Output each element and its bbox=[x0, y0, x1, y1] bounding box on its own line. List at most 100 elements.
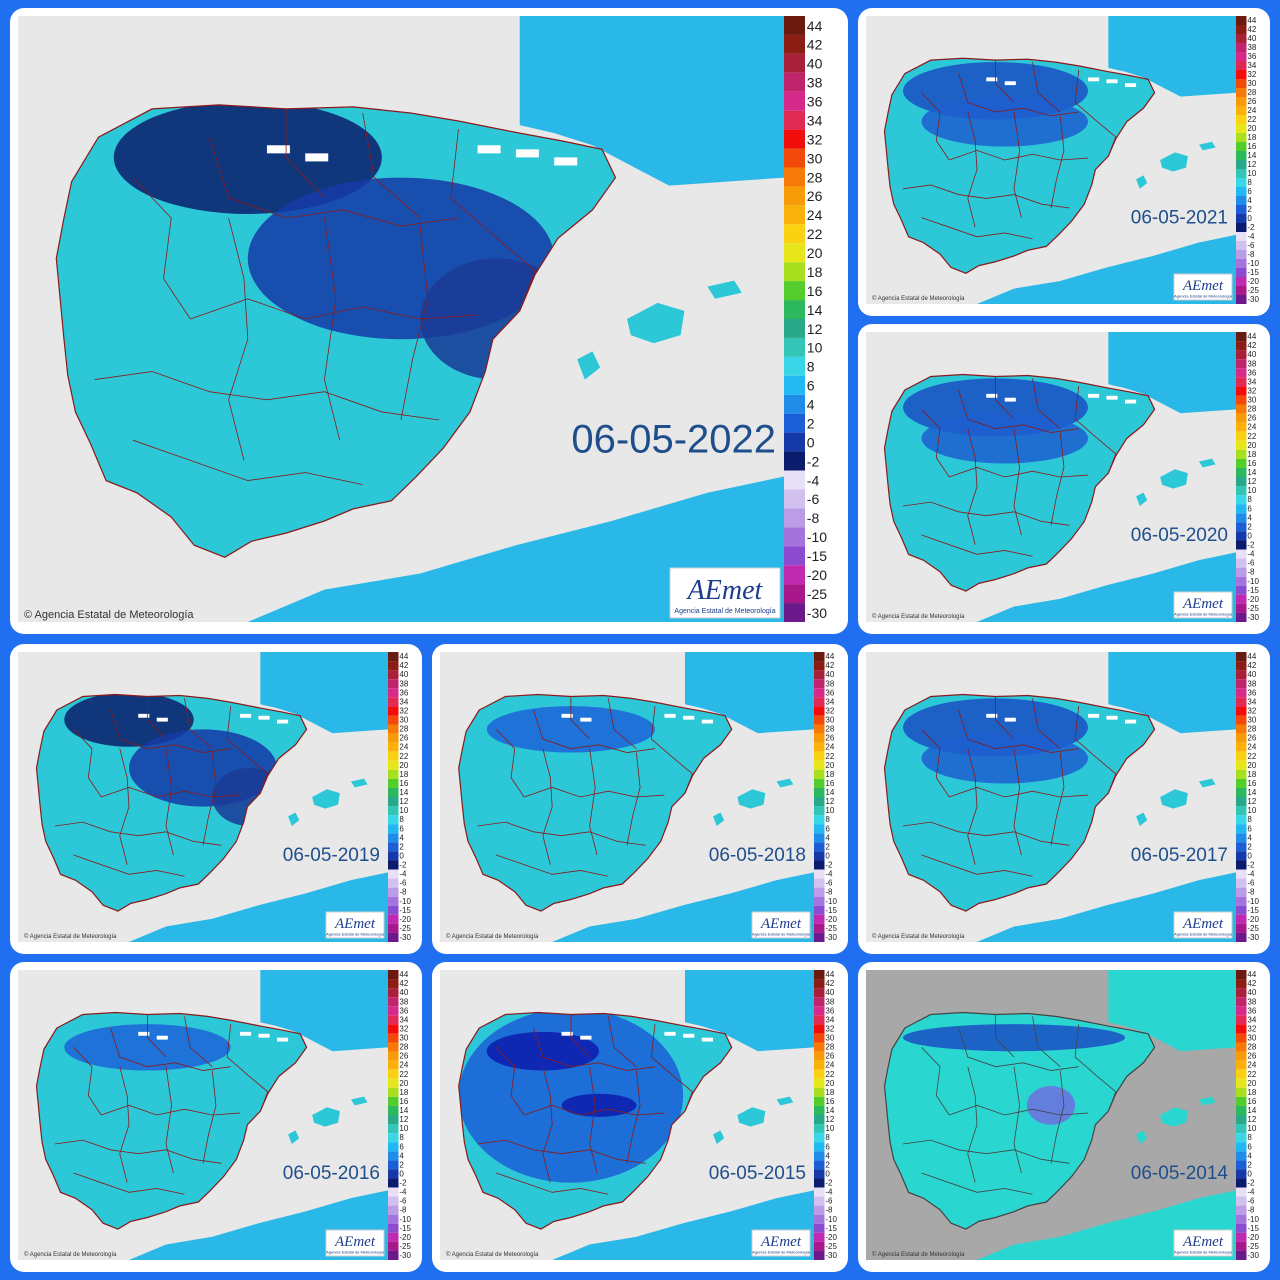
legend-swatch bbox=[1236, 1232, 1247, 1242]
province-border bbox=[73, 1047, 102, 1116]
legend-tick-label: 14 bbox=[807, 302, 823, 318]
map-svg: 4442403836343230282624222018161412108642… bbox=[866, 970, 1260, 1260]
legend-swatch bbox=[1236, 970, 1247, 980]
legend-swatch bbox=[784, 262, 805, 282]
map-date-label: 06-05-2015 bbox=[709, 1163, 806, 1184]
legend-swatch bbox=[1236, 522, 1247, 532]
logo-subtitle: Agencia Estatal de Meteorología bbox=[1174, 611, 1233, 616]
temperature-legend: 4442403836343230282624222018161412108642… bbox=[1236, 332, 1260, 622]
legend-swatch bbox=[1236, 268, 1247, 277]
province-border bbox=[495, 729, 525, 798]
legend-tick-label: 24 bbox=[1247, 1061, 1256, 1070]
africa-area bbox=[552, 872, 814, 942]
legend-tick-label: -8 bbox=[825, 1206, 833, 1215]
province-border bbox=[958, 1027, 1079, 1071]
legend-tick-label: -30 bbox=[1247, 933, 1259, 942]
province-border bbox=[202, 1070, 217, 1164]
legend-swatch bbox=[814, 1196, 825, 1206]
legend-swatch bbox=[784, 375, 805, 395]
legend-swatch bbox=[1236, 576, 1247, 586]
legend-swatch bbox=[814, 896, 825, 906]
legend-swatch bbox=[388, 1033, 399, 1043]
legend-swatch bbox=[1236, 1169, 1247, 1179]
legend-tick-label: -8 bbox=[1247, 888, 1255, 897]
ibiza-island bbox=[1136, 812, 1148, 826]
legend-tick-label: 4 bbox=[1247, 196, 1252, 205]
legend-swatch bbox=[1236, 34, 1247, 43]
legend-tick-label: -4 bbox=[825, 870, 833, 879]
legend-tick-label: 20 bbox=[1247, 441, 1256, 450]
mallorca-island bbox=[1160, 152, 1188, 172]
legend-tick-label: 22 bbox=[1247, 1070, 1256, 1079]
legend-swatch bbox=[1236, 670, 1247, 680]
province-border bbox=[119, 1066, 130, 1183]
legend-swatch bbox=[1236, 449, 1247, 459]
cold-region bbox=[486, 1031, 599, 1071]
legend-swatch bbox=[814, 914, 825, 924]
snow-mark bbox=[561, 713, 573, 718]
france-area bbox=[1108, 16, 1236, 97]
temperature-field bbox=[903, 62, 1137, 147]
legend-swatch bbox=[1236, 1060, 1247, 1070]
legend-swatch bbox=[814, 1187, 825, 1197]
province-border bbox=[673, 758, 693, 794]
legend-swatch bbox=[388, 652, 399, 662]
province-border bbox=[1032, 698, 1061, 749]
province-border bbox=[165, 748, 174, 856]
legend-tick-label: 4 bbox=[399, 833, 404, 842]
legend-tick-label: 30 bbox=[1247, 396, 1256, 405]
legend-tick-label: 6 bbox=[1247, 187, 1252, 196]
province-border bbox=[477, 1139, 646, 1164]
copyright-text: © Agencia Estatal de Meteorología bbox=[446, 933, 539, 940]
province-border bbox=[902, 1139, 1070, 1164]
province-border bbox=[323, 217, 341, 441]
legend-swatch bbox=[1236, 151, 1247, 160]
legend-swatch bbox=[814, 670, 825, 680]
legend-tick-label: 44 bbox=[1247, 332, 1256, 341]
legend-swatch bbox=[784, 281, 805, 301]
legend-tick-label: 32 bbox=[1247, 706, 1256, 715]
legend-swatch bbox=[1236, 706, 1247, 716]
legend-tick-label: 26 bbox=[399, 1052, 408, 1061]
legend-tick-label: 38 bbox=[1247, 997, 1256, 1006]
legend-tick-label: 22 bbox=[399, 1070, 408, 1079]
map-svg: 4442403836343230282624222018161412108642… bbox=[866, 652, 1260, 942]
legend-swatch bbox=[388, 1006, 399, 1016]
legend-tick-label: 30 bbox=[399, 1034, 408, 1043]
ibiza-island bbox=[577, 351, 601, 380]
map-panel-2021: 44 42 40 38 36 34 32 30 28 26 24 22 20 18 16 14 12 10 8 6 4 2… bbox=[858, 8, 1270, 316]
snow-mark bbox=[1088, 713, 1100, 718]
legend-swatch bbox=[1236, 860, 1247, 870]
logo-subtitle: Agencia Estatal de Meteorología bbox=[1174, 1249, 1233, 1254]
legend-tick-label: 12 bbox=[1247, 477, 1256, 486]
legend-swatch bbox=[784, 394, 805, 414]
legend-tick-label: 40 bbox=[1247, 988, 1256, 997]
map-date-label: 06-05-2014 bbox=[1131, 1163, 1229, 1184]
legend-tick-label: 16 bbox=[1247, 1097, 1256, 1106]
legend-tick-label: -10 bbox=[1247, 577, 1259, 586]
legend-swatch bbox=[1236, 1142, 1247, 1152]
legend-tick-label: 30 bbox=[807, 150, 823, 166]
logo-word: AEmet bbox=[334, 916, 376, 932]
legend-swatch bbox=[814, 778, 825, 788]
province-border bbox=[184, 698, 213, 749]
legend-tick-label: -8 bbox=[807, 510, 820, 526]
legend-tick-label: 4 bbox=[825, 833, 830, 842]
menorca-island bbox=[1199, 778, 1216, 788]
legend-tick-label: 26 bbox=[825, 734, 834, 743]
legend-swatch bbox=[1236, 733, 1247, 743]
legend-swatch bbox=[784, 243, 805, 263]
snow-mark bbox=[664, 713, 676, 718]
legend-swatch bbox=[784, 319, 805, 338]
legend-swatch bbox=[814, 1232, 825, 1242]
legend-tick-label: 44 bbox=[399, 970, 408, 979]
map-date-label: 06-05-2017 bbox=[1131, 845, 1228, 866]
map-geography bbox=[36, 970, 388, 1260]
menorca-island bbox=[351, 1096, 368, 1106]
province-border bbox=[995, 696, 1015, 740]
legend-tick-label: 10 bbox=[825, 1124, 834, 1133]
legend-tick-label: -15 bbox=[1247, 268, 1259, 277]
legend-tick-label: 6 bbox=[1247, 1142, 1252, 1151]
legend-swatch bbox=[1236, 1196, 1247, 1206]
